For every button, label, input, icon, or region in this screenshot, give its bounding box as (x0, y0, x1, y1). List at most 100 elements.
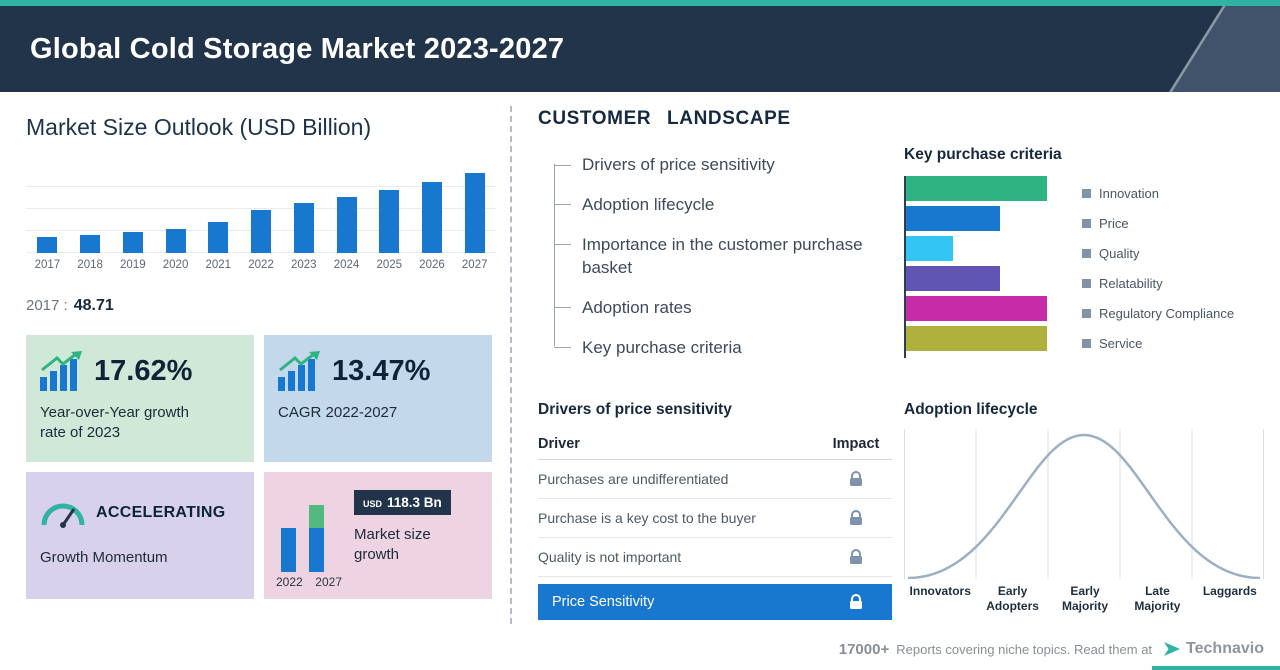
adoption-lifecycle-title: Adoption lifecycle (904, 400, 1038, 418)
lock-icon (850, 509, 862, 525)
badge-value: 118.3 Bn (387, 495, 442, 510)
market-size-bar-2017: 2017 (26, 163, 69, 273)
legend-marker-icon (1082, 248, 1091, 258)
footer-text: Reports covering niche topics. Read them… (896, 641, 1153, 657)
customer-landscape-list-block: Drivers of price sensitivity Adoption li… (538, 146, 892, 377)
table-row: Purchases are undifferentiated (538, 460, 892, 499)
growth-label: Market size growth (354, 526, 431, 564)
criteria-bar-regulatory-compliance (906, 296, 1048, 321)
cagr-card: 13.47% CAGR 2022-2027 (264, 335, 492, 462)
lock-icon (850, 470, 862, 486)
customer-landscape-title: CUSTOMER LANDSCAPE (538, 108, 791, 129)
table-row: Quality is not important (538, 538, 892, 577)
market-size-bar-2026: 2026 (411, 163, 454, 273)
list-item: Adoption lifecycle (554, 194, 867, 217)
page-title: Global Cold Storage Market 2023-2027 (30, 32, 565, 65)
lifecycle-stage-label: Late Majority (1134, 583, 1181, 613)
legend-marker-icon (1082, 308, 1091, 318)
price-sensitivity-title: Drivers of price sensitivity (538, 400, 732, 418)
legend-label: Innovation (1099, 185, 1159, 201)
cagr-value: 13.47% (332, 354, 431, 387)
market-size-bar-chart: 2017 2018 2019 2020 2021 2022 2023 2024 2025 2026… (26, 163, 496, 273)
legend-item: Relatability (1082, 268, 1234, 298)
market-size-bar-2025: 2025 (368, 163, 411, 273)
footer: 17000+ Reports covering niche topics. Re… (839, 640, 1264, 658)
key-purchase-criteria-block: Key purchase criteria Innovation Price Q… (904, 146, 1266, 377)
market-size-bar-2022: 2022 (240, 163, 283, 273)
market-size-bar-2021: 2021 (197, 163, 240, 273)
legend-marker-icon (1082, 188, 1091, 198)
driver-text: Purchases are undifferentiated (538, 470, 729, 487)
table-row: Purchase is a key cost to the buyer (538, 499, 892, 538)
legend-label: Quality (1099, 245, 1140, 261)
adoption-lifecycle-block: Adoption lifecycle Innovators Early Adop (904, 401, 1266, 620)
market-size-title: Market Size Outlook (USD Billion) (26, 114, 372, 140)
market-growth-card: 2022 2027 USD 118.3 Bn Market size growt… (264, 472, 492, 599)
impact-column-header: Impact (832, 435, 880, 452)
badge-currency: USD (363, 499, 383, 509)
highlight-row-label: Price Sensitivity (552, 593, 655, 610)
list-item: Drivers of price sensitivity (554, 154, 867, 177)
price-sensitivity-highlight-row: Price Sensitivity (538, 583, 892, 620)
market-size-bars: 2017 2018 2019 2020 2021 2022 2023 2024 2025 2026… (26, 163, 496, 273)
top-accent-strip (0, 0, 1280, 6)
mini-growth-bars-icon (281, 505, 324, 572)
base-year-value: 48.71 (73, 297, 114, 314)
technavio-wordmark: Technavio (1186, 640, 1264, 657)
lifecycle-stage-label: Innovators (909, 583, 971, 598)
market-size-panel: Market Size Outlook (USD Billion) 2017 20… (26, 92, 496, 634)
momentum-value: ACCELERATING (96, 504, 226, 521)
legend-item: Regulatory Compliance (1082, 298, 1234, 328)
mini-growth-chart: 2022 2027 (276, 482, 342, 589)
yoy-growth-card: 17.62% Year-over-Year growth rate of 202… (26, 335, 254, 462)
list-item: Adoption rates (554, 297, 867, 320)
criteria-bar-price (906, 206, 1001, 231)
bar-chart-up-icon (40, 351, 82, 391)
market-size-bar-2023: 2023 (282, 163, 325, 273)
criteria-bar-service (906, 326, 1048, 351)
driver-text: Purchase is a key cost to the buyer (538, 509, 756, 526)
legend-item: Price (1082, 208, 1234, 238)
list-item: Importance in the customer purchase bask… (554, 234, 867, 280)
usd-badge: USD 118.3 Bn (354, 490, 451, 515)
customer-landscape-section: CUSTOMER LANDSCAPE Drivers of price sens… (528, 92, 1280, 634)
market-size-bar-2020: 2020 (154, 163, 197, 273)
content-area: Market Size Outlook (USD Billion) 2017 20… (0, 92, 1280, 634)
criteria-bar-chart (904, 176, 1066, 358)
header-banner: Global Cold Storage Market 2023-2027 (0, 6, 1280, 92)
legend-item: Quality (1082, 238, 1234, 268)
legend-label: Service (1099, 335, 1143, 351)
market-size-bar-2019: 2019 (111, 163, 154, 273)
lifecycle-stage-label: Early Majority (1062, 583, 1109, 613)
bell-curve-chart (904, 428, 1266, 579)
lifecycle-stage-label: Laggards (1202, 583, 1257, 598)
legend-item: Service (1082, 328, 1234, 358)
yoy-label: Year-over-Year growth rate of 2023 (40, 404, 189, 442)
reports-count: 17000+ (838, 640, 890, 658)
price-sensitivity-table: Driver Impact Purchases are undifferenti… (538, 429, 892, 620)
criteria-legend: Innovation Price Quality Relatability Re… (1082, 176, 1234, 358)
base-year-note: 2017 : 48.71 (26, 297, 496, 315)
list-item: Key purchase criteria (554, 337, 867, 360)
base-year-label: 2017 : (26, 297, 68, 314)
lifecycle-stage-labels: Innovators Early Adopters Early Majority… (904, 584, 1266, 614)
lock-icon (850, 548, 862, 564)
criteria-bar-quality (906, 236, 954, 261)
gauge-icon (41, 503, 85, 528)
criteria-bar-relatability (906, 266, 1001, 291)
driver-text: Quality is not important (538, 548, 682, 565)
market-size-bar-2024: 2024 (325, 163, 368, 273)
header-decorative-slash (1159, 6, 1280, 92)
legend-marker-icon (1082, 338, 1091, 348)
driver-column-header: Driver (538, 435, 580, 452)
legend-label: Regulatory Compliance (1099, 305, 1235, 321)
key-purchase-criteria-title: Key purchase criteria (904, 146, 1062, 163)
cagr-label: CAGR 2022-2027 (278, 404, 398, 421)
legend-marker-icon (1082, 278, 1091, 288)
legend-label: Relatability (1099, 275, 1163, 291)
momentum-card: ACCELERATING Growth Momentum (26, 472, 254, 599)
legend-label: Price (1099, 215, 1129, 231)
bell-curve-svg (904, 428, 1264, 579)
year-end-label: 2027 (315, 575, 342, 589)
table-header-row: Driver Impact (538, 429, 892, 460)
